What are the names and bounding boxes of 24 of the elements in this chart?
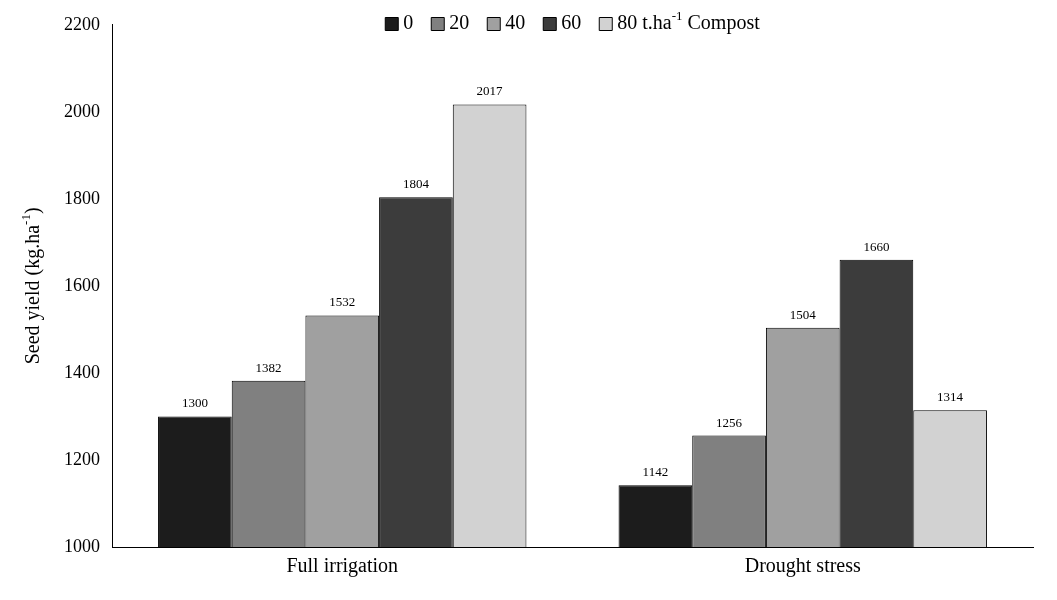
data-label: 1300: [181, 395, 208, 411]
data-label: 1314: [937, 389, 964, 405]
data-label: 1804: [402, 176, 430, 192]
legend-label: 0: [403, 11, 414, 34]
data-label: 1504: [789, 306, 817, 322]
data-label: 1532: [329, 294, 356, 310]
x-tick-label: Full irrigation: [286, 554, 399, 578]
legend-label: 60: [561, 11, 582, 34]
legend-label: 20: [449, 11, 470, 34]
data-label: 1382: [255, 359, 282, 375]
x-tick-label: Drought stress: [744, 554, 862, 578]
legend-label: 40: [505, 11, 526, 34]
data-label: 1142: [642, 464, 669, 480]
y-tick-label: 1000: [64, 535, 100, 556]
y-tick-label: 2000: [64, 100, 100, 121]
data-label: 1256: [716, 414, 743, 430]
y-axis-title: Seed yield (kg.ha-1): [18, 207, 45, 365]
data-label: 2017: [476, 83, 504, 99]
y-tick-label: 2200: [64, 13, 100, 34]
y-tick-label: 1200: [64, 448, 100, 469]
y-tick-label: 1400: [64, 361, 100, 382]
y-tick-label: 1800: [64, 187, 100, 208]
y-tick-label: 1600: [64, 274, 100, 295]
data-label: 1660: [863, 238, 890, 254]
